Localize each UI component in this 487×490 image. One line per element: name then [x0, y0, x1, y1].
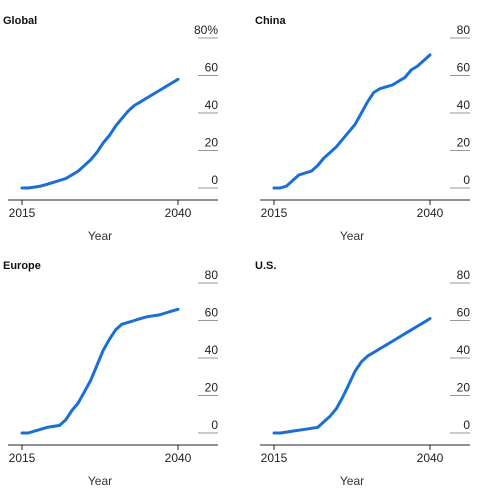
chart-panel: U.S. 80 60 40 20 0 2015 2040 Year — [252, 245, 487, 490]
y-tick-label: 0 — [211, 418, 218, 432]
y-tick-label: 80 — [457, 268, 471, 282]
y-tick-label: 60 — [457, 61, 471, 75]
chart-svg: 80 60 40 20 0 2015 2040 Year — [260, 268, 471, 488]
chart-svg: 80 60 40 20 0 2015 2040 Year — [260, 23, 471, 243]
y-tick-label: 20 — [457, 136, 471, 150]
x-tick-label: 2040 — [165, 206, 192, 220]
y-tick-label: 80 — [457, 23, 471, 37]
y-tick-label: 80% — [194, 23, 218, 37]
x-tick-label: 2015 — [9, 451, 36, 465]
y-tick-label: 80 — [205, 268, 219, 282]
x-tick-label: 2040 — [165, 451, 192, 465]
series-line — [272, 317, 432, 435]
y-tick-label: 60 — [205, 306, 219, 320]
y-tick-label: 0 — [211, 173, 218, 187]
chart-svg: 80 60 40 20 0 2015 2040 Year — [8, 268, 219, 488]
x-axis-title: Year — [340, 229, 364, 243]
chart-title: U.S. — [255, 260, 277, 272]
y-tick-label: 20 — [205, 136, 219, 150]
chart-title: China — [255, 15, 286, 27]
y-tick-label: 40 — [457, 343, 471, 357]
x-tick-label: 2040 — [417, 206, 444, 220]
series-line — [272, 53, 432, 190]
y-tick-label: 60 — [457, 306, 471, 320]
x-tick-label: 2015 — [261, 206, 288, 220]
y-tick-label: 20 — [457, 381, 471, 395]
chart-panel: Europe 80 60 40 20 0 2015 2040 Year — [0, 245, 243, 490]
y-tick-label: 20 — [205, 381, 219, 395]
x-tick-label: 2040 — [417, 451, 444, 465]
x-axis-title: Year — [88, 474, 112, 488]
x-tick-label: 2015 — [261, 451, 288, 465]
chart-title: Global — [3, 15, 38, 27]
x-axis-title: Year — [88, 229, 112, 243]
y-tick-label: 0 — [463, 173, 470, 187]
y-tick-label: 40 — [457, 98, 471, 112]
x-axis-title: Year — [340, 474, 364, 488]
y-tick-label: 0 — [463, 418, 470, 432]
chart-panel: Global 80% 60 40 20 0 2015 2040 Year — [0, 0, 243, 245]
y-tick-label: 40 — [205, 98, 219, 112]
chart-title: Europe — [3, 260, 41, 272]
x-tick-label: 2015 — [9, 206, 36, 220]
series-line — [20, 307, 180, 435]
y-tick-label: 60 — [205, 61, 219, 75]
series-line — [20, 77, 180, 190]
y-tick-label: 40 — [205, 343, 219, 357]
chart-svg: 80% 60 40 20 0 2015 2040 Year — [8, 23, 219, 243]
chart-panel: China 80 60 40 20 0 2015 2040 Year — [252, 0, 487, 245]
